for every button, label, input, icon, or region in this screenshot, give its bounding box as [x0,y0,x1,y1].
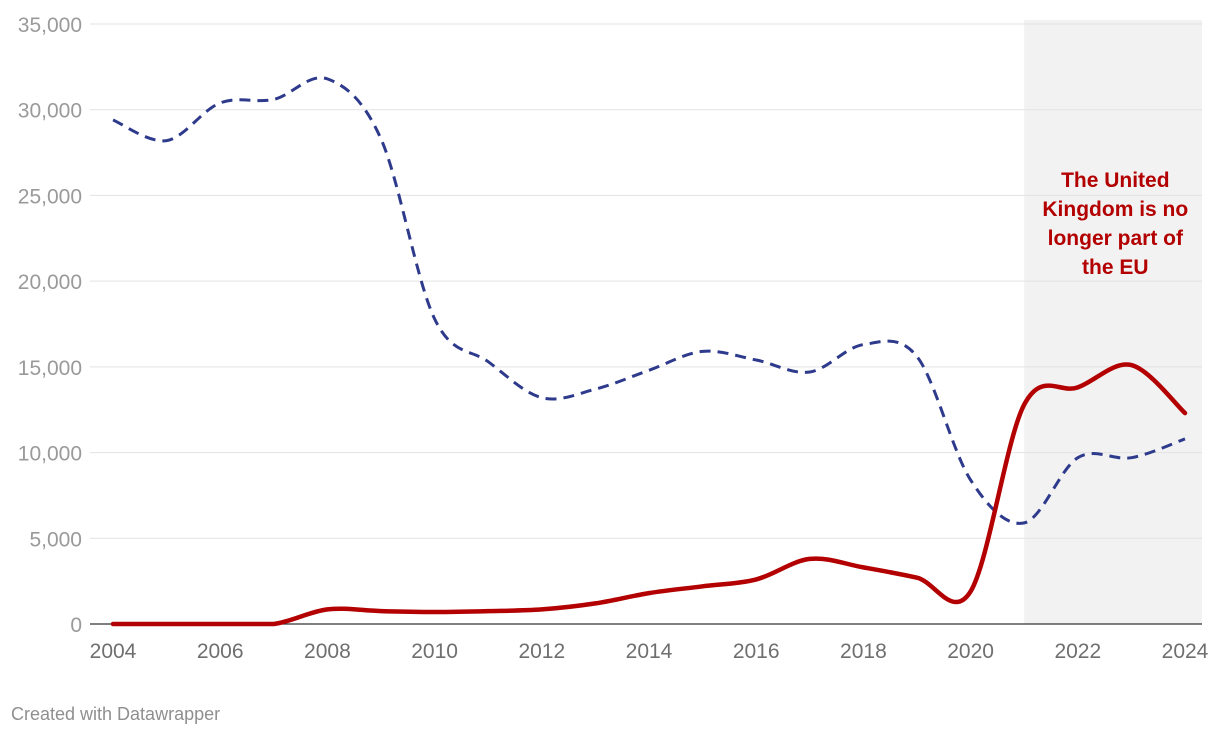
x-tick-label: 2006 [197,640,244,663]
x-tick-label: 2010 [411,640,458,663]
x-axis-labels: 2004 2006 2008 2010 2012 2014 2016 2018 2020 2022… [90,640,1209,663]
y-tick-label: 5,000 [29,528,82,551]
series-layer [110,76,1188,627]
annotation-line: Kingdom is no [1042,198,1188,221]
solid-series-line [110,362,1188,627]
annotation-line: the EU [1082,256,1149,279]
y-axis-labels: 0 5,000 10,000 15,000 20,000 25,000 30,000 35,0… [18,14,82,637]
gridlines-layer [90,23,1202,625]
annotation-layer: The United Kingdom is no longer part of the… [1042,169,1188,279]
x-tick-label: 2020 [947,640,994,663]
x-tick-label: 2012 [518,640,565,663]
x-tick-label: 2024 [1162,640,1209,663]
annotation-line: longer part of [1048,227,1184,250]
shaded-region [1024,20,1202,624]
y-tick-label: 30,000 [18,100,82,123]
annotation-line: The United [1061,169,1170,192]
y-tick-label: 0 [70,614,82,637]
y-tick-label: 15,000 [18,357,82,380]
y-tick-label: 25,000 [18,185,82,208]
footer-credit: Created with Datawrapper [11,704,221,724]
y-tick-label: 10,000 [18,443,82,466]
x-tick-label: 2022 [1054,640,1101,663]
y-tick-label: 35,000 [18,14,82,37]
x-tick-label: 2018 [840,640,887,663]
x-tick-label: 2008 [304,640,351,663]
x-tick-label: 2014 [626,640,673,663]
x-tick-label: 2004 [90,640,137,663]
x-tick-label: 2016 [733,640,780,663]
shaded-region-layer [1024,20,1202,624]
y-tick-label: 20,000 [18,271,82,294]
dashed-series-line [112,76,1186,525]
